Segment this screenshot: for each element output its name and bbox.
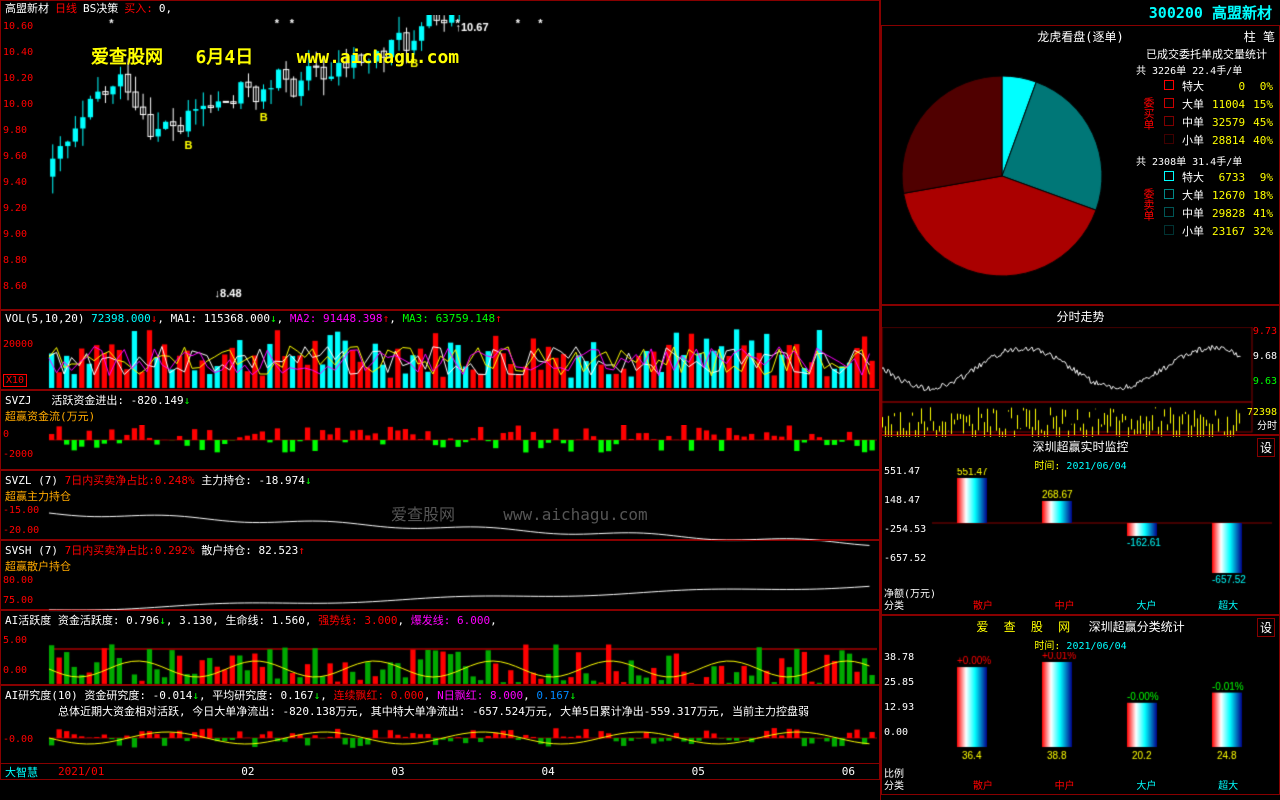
svzl-label: SVZL (7) (5, 474, 58, 487)
monitor-panel[interactable]: 深圳超赢实时监控 设 时间: 2021/06/04 551.47148.47-2… (881, 435, 1280, 615)
svzl-t1: 7日内买卖净占比: (65, 474, 155, 487)
ai1-v1b: 3.130 (179, 614, 212, 627)
x10-badge: X10 (3, 374, 27, 387)
classify-canvas[interactable] (882, 652, 1278, 772)
ma1-l: MA1: (171, 312, 198, 325)
app-name: 大智慧 (5, 764, 38, 780)
ma2-v: 91448.398 (323, 312, 383, 325)
classify-site: 爱 查 股 网 (976, 620, 1074, 634)
ai1-t4: 爆发线: (411, 614, 451, 627)
stock-name: 高盟新材 (5, 0, 49, 16)
svzl-v1: 0.248% (155, 474, 195, 487)
svsh-y2: 75.00 (3, 595, 33, 606)
ai1-y1: 5.00 (3, 635, 27, 646)
ma2-l: MA2: (290, 312, 317, 325)
ai1-y2: 0.00 (3, 665, 27, 676)
vol-ytick: 20000 (3, 339, 33, 350)
time-axis: 2021/010203040506 (38, 765, 875, 778)
timeline-title: 分时走势 (882, 306, 1279, 327)
vol-label: VOL(5,10,20) (5, 312, 84, 325)
ai2-v1: -0.014 (153, 689, 193, 702)
monitor-title: 深圳超赢实时监控 (1032, 440, 1128, 454)
ai1-label: AI活跃度 (5, 614, 51, 627)
settings-button-2[interactable]: 设 (1257, 618, 1275, 637)
svsh-label: SVSH (7) (5, 544, 58, 557)
svzj-t2: 超赢资金流(万元) (5, 410, 95, 423)
ma3-l: MA3: (402, 312, 429, 325)
svsh-y1: 80.00 (3, 575, 33, 586)
ai2-v4b: 0.167 (536, 689, 569, 702)
ai1-t3: 强势线: (318, 614, 358, 627)
ai1-panel[interactable]: AI活跃度 资金活跃度: 0.796↓, 3.130, 生命线: 1.560, … (0, 610, 880, 685)
volume-panel[interactable]: VOL(5,10,20) 72398.000↓, MA1: 115368.000… (0, 310, 880, 390)
svsh-v2: 82.523 (258, 544, 298, 557)
ai2-t1: 资金研究度: (84, 689, 146, 702)
ai1-t2: 生命线: (226, 614, 266, 627)
svsh-v1: 0.292% (155, 544, 195, 557)
ai1-v4: 6.000 (457, 614, 490, 627)
svzl-y2: -20.00 (3, 525, 39, 536)
bs-label: BS决策 (83, 0, 118, 16)
pie-panel[interactable]: 龙虎看盘(逐单) 柱 笔 已成交委托单成交量统计 共 3226单 22.4手/单… (881, 25, 1280, 305)
kline-panel[interactable]: 高盟新材 日线 BS决策 买入: 0, 爱查股网 6月4日 www.aichag… (0, 0, 880, 310)
ai2-v4: 8.000 (490, 689, 523, 702)
monitor-canvas[interactable] (882, 468, 1278, 598)
ai2-v3: 0.000 (391, 689, 424, 702)
timeline-canvas[interactable] (882, 327, 1278, 437)
pie-buttons[interactable]: 柱 笔 (1244, 28, 1275, 45)
ai2-label: AI研究度(10) (5, 689, 78, 702)
ai1-v1a: 0.796 (126, 614, 159, 627)
classify-panel[interactable]: 爱 查 股 网 深圳超赢分类统计 设 时间: 2021/06/04 38.782… (881, 615, 1280, 795)
ai2-desc: 总体近期大资金相对活跃, 今日大单净流出: -820.138万元, 其中特大单净… (58, 705, 809, 718)
buy-val: 0, (159, 2, 172, 15)
svzl-y1: -15.00 (3, 505, 39, 516)
stock-code-header: 300200 高盟新材 (881, 0, 1280, 25)
ai1-t1: 资金活跃度: (58, 614, 120, 627)
timeline-panel[interactable]: 分时走势 9.73 9.68 9.63 72398 分时 (881, 305, 1280, 435)
pie-legend: 已成交委托单成交量统计 共 3226单 22.4手/单 特大00%委买单大单11… (1136, 46, 1277, 240)
svzl-t3: 超赢主力持仓 (5, 490, 71, 503)
vol-canvas[interactable] (1, 326, 877, 390)
vol-val: 72398.000 (91, 312, 151, 325)
period-label: 日线 (55, 0, 77, 16)
svsh-t1: 7日内买卖净占比: (65, 544, 155, 557)
pie-canvas[interactable] (882, 46, 1122, 286)
svzl-v2: -18.974 (258, 474, 304, 487)
svzj-panel[interactable]: SVZJ 活跃资金进出: -820.149↓ 超赢资金流(万元) 0 -2000 (0, 390, 880, 470)
ai2-y1: -0.00 (3, 734, 33, 745)
buy-label: 买入: (124, 0, 153, 16)
pie-title: 龙虎看盘(逐单) (1037, 30, 1123, 44)
svzj-v1: -820.149 (131, 394, 184, 407)
svzj-y2: -2000 (3, 449, 33, 460)
ai2-t4: N日飘红: (437, 689, 483, 702)
svzj-y1: 0 (3, 429, 9, 440)
settings-button[interactable]: 设 (1257, 438, 1275, 457)
svsh-panel[interactable]: SVSH (7) 7日内买卖净占比:0.292% 散户持仓: 82.523↑ 超… (0, 540, 880, 610)
kline-canvas[interactable] (1, 15, 877, 305)
ma1-v: 115368.000 (204, 312, 270, 325)
ai1-v3: 3.000 (364, 614, 397, 627)
svsh-t3: 超赢散户持仓 (5, 560, 71, 573)
classify-title: 深圳超赢分类统计 (1089, 620, 1185, 634)
svzl-t2: 主力持仓: (201, 474, 252, 487)
svsh-t2: 散户持仓: (201, 544, 252, 557)
ai2-v2: 0.167 (281, 689, 314, 702)
ai2-t2: 平均研究度: (212, 689, 274, 702)
ai1-canvas[interactable] (1, 629, 877, 687)
svzj-t1: 活跃资金进出: (51, 394, 124, 407)
ai2-t3: 连续飘红: (334, 689, 385, 702)
svzj-label: SVZJ (5, 394, 32, 407)
ai2-panel[interactable]: AI研究度(10) 资金研究度: -0.014↓, 平均研究度: 0.167↓,… (0, 685, 880, 780)
svzl-panel[interactable]: SVZL (7) 7日内买卖净占比:0.248% 主力持仓: -18.974↓ … (0, 470, 880, 540)
ma3-v: 63759.148 (436, 312, 496, 325)
ai1-v2: 1.560 (272, 614, 305, 627)
